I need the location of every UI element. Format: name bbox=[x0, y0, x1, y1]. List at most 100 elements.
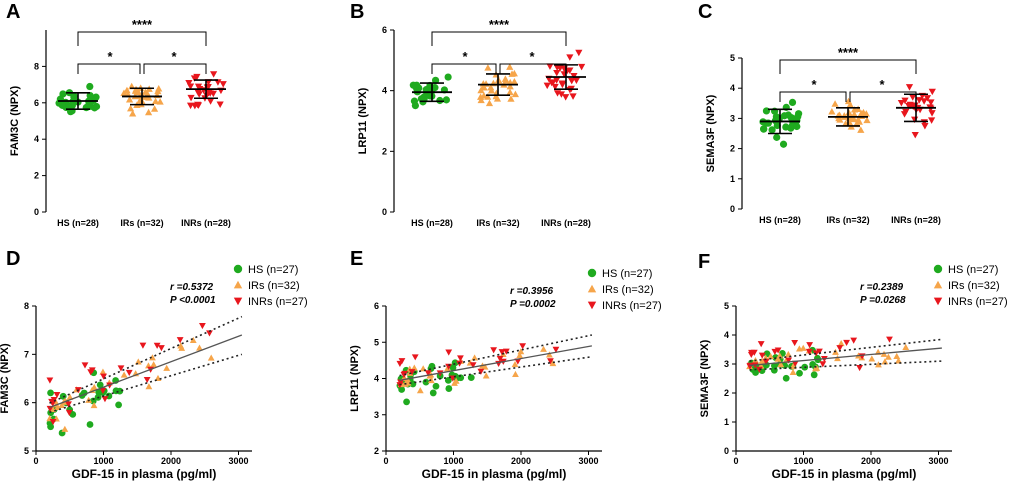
data-point bbox=[495, 77, 503, 84]
y-tick-label: 7 bbox=[24, 349, 29, 359]
data-point bbox=[86, 91, 94, 100]
data-point bbox=[117, 365, 125, 372]
data-point bbox=[893, 352, 901, 359]
data-point bbox=[471, 354, 479, 361]
data-point bbox=[403, 398, 410, 406]
y-tick-label: 2 bbox=[34, 171, 39, 181]
y-tick-label: 6 bbox=[24, 398, 29, 408]
data-point bbox=[796, 369, 803, 377]
data-point bbox=[143, 376, 151, 384]
data-point bbox=[923, 95, 932, 102]
data-point bbox=[810, 371, 818, 379]
data-point bbox=[96, 381, 104, 389]
data-point bbox=[850, 337, 858, 344]
r-value: r =0.2389 bbox=[860, 282, 904, 293]
data-point bbox=[426, 372, 434, 379]
data-point bbox=[408, 369, 416, 376]
data-point bbox=[477, 96, 485, 104]
data-point bbox=[886, 336, 893, 343]
data-point bbox=[578, 63, 586, 71]
x-tick-label: 3000 bbox=[928, 456, 948, 466]
x-tick-label: 2000 bbox=[511, 456, 531, 466]
data-point bbox=[92, 102, 101, 111]
panel-label-F: F bbox=[698, 251, 710, 273]
data-point bbox=[185, 79, 193, 87]
significance-label: **** bbox=[838, 45, 859, 60]
data-point bbox=[47, 389, 54, 397]
data-point bbox=[546, 63, 554, 70]
data-point bbox=[546, 351, 553, 358]
bracket bbox=[77, 31, 207, 46]
data-point bbox=[928, 117, 936, 124]
data-point bbox=[431, 76, 440, 84]
data-point bbox=[155, 85, 163, 92]
data-point bbox=[902, 343, 910, 351]
data-point bbox=[133, 86, 141, 94]
data-point bbox=[397, 379, 404, 386]
data-point bbox=[206, 98, 215, 105]
data-point bbox=[868, 355, 876, 362]
x-tick-label: 2000 bbox=[161, 456, 181, 466]
data-point bbox=[909, 94, 917, 101]
data-point bbox=[758, 357, 766, 364]
data-point bbox=[120, 371, 128, 378]
data-point bbox=[819, 361, 827, 368]
bracket bbox=[431, 63, 497, 74]
data-point bbox=[153, 342, 161, 349]
data-point bbox=[850, 106, 859, 113]
data-point bbox=[125, 369, 133, 376]
data-point bbox=[477, 368, 485, 375]
data-point bbox=[750, 349, 758, 356]
data-point bbox=[145, 108, 153, 116]
x-axis-title: GDF-15 in plasma (pg/ml) bbox=[72, 467, 217, 481]
y-tick-label: 5 bbox=[730, 53, 735, 63]
legend-label: IRs (n=32) bbox=[248, 280, 300, 292]
data-point bbox=[100, 373, 108, 380]
x-tick-label: 3000 bbox=[228, 456, 248, 466]
data-point bbox=[836, 116, 844, 123]
y-tick-label: 4 bbox=[382, 86, 387, 96]
data-point bbox=[928, 88, 936, 96]
y-tick-label: 1 bbox=[724, 417, 729, 427]
data-point bbox=[814, 354, 821, 362]
data-point bbox=[762, 358, 770, 365]
x-tick-label: 0 bbox=[383, 456, 388, 466]
data-point bbox=[58, 101, 66, 109]
data-point bbox=[150, 105, 159, 112]
data-point bbox=[795, 345, 803, 352]
y-tick-label: 3 bbox=[730, 113, 735, 123]
regression-line bbox=[399, 345, 592, 381]
panel-label-E: E bbox=[350, 248, 363, 270]
y-tick-label: 0 bbox=[724, 446, 729, 456]
panel-label-B: B bbox=[350, 1, 364, 23]
data-point bbox=[116, 387, 124, 395]
x-tick-label: 1000 bbox=[443, 456, 463, 466]
data-point bbox=[210, 71, 218, 78]
y-tick-label: 8 bbox=[24, 301, 29, 311]
data-point bbox=[90, 401, 98, 409]
data-point bbox=[134, 358, 142, 365]
data-point bbox=[195, 91, 203, 98]
data-point bbox=[773, 121, 781, 130]
data-point bbox=[445, 349, 453, 356]
data-point bbox=[506, 82, 514, 90]
y-tick-label: 2 bbox=[382, 146, 387, 156]
legend-label: INRs (n=27) bbox=[948, 296, 1008, 308]
data-point bbox=[856, 364, 864, 372]
x-tick-label: IRs (n=32) bbox=[120, 218, 163, 228]
data-point bbox=[429, 389, 437, 397]
legend-marker bbox=[233, 297, 243, 306]
data-point bbox=[831, 100, 839, 107]
data-point bbox=[457, 355, 464, 362]
x-tick-label: INRs (n=28) bbox=[181, 218, 231, 228]
x-tick-label: HS (n=28) bbox=[57, 218, 99, 228]
x-tick-label: 0 bbox=[733, 456, 738, 466]
data-point bbox=[199, 323, 206, 330]
significance-label: * bbox=[107, 49, 113, 64]
data-point bbox=[928, 110, 936, 117]
y-axis-title: SEMA3F (NPX) bbox=[705, 94, 717, 172]
data-point bbox=[145, 383, 153, 390]
data-point bbox=[789, 368, 797, 376]
data-point bbox=[151, 97, 160, 105]
data-point bbox=[927, 99, 935, 106]
